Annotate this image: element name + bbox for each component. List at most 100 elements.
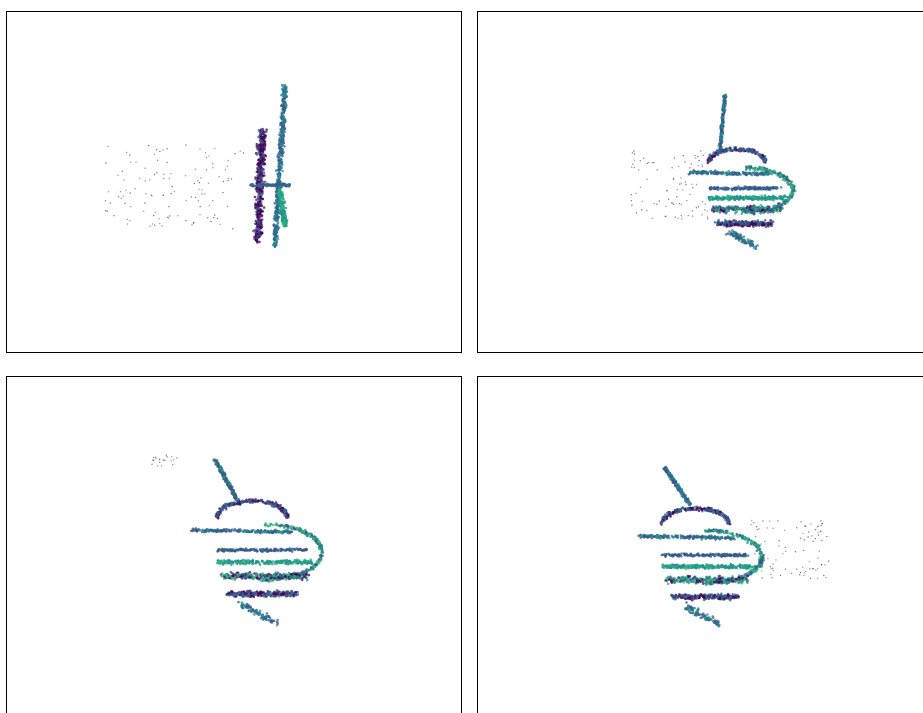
point <box>692 210 693 211</box>
point <box>301 549 304 552</box>
point <box>262 198 265 201</box>
point <box>122 171 123 172</box>
point <box>758 196 761 199</box>
point <box>149 226 150 227</box>
point <box>272 224 275 227</box>
point <box>256 187 259 190</box>
point <box>734 199 737 202</box>
point <box>278 168 281 171</box>
point <box>716 186 719 189</box>
point <box>201 193 202 194</box>
point <box>723 110 726 113</box>
point <box>257 190 260 193</box>
point <box>159 462 160 463</box>
point <box>208 183 209 184</box>
point <box>239 549 242 552</box>
point <box>698 160 699 161</box>
point <box>712 155 715 158</box>
point <box>258 241 261 244</box>
point <box>164 460 165 461</box>
point <box>751 152 754 155</box>
point <box>721 113 724 116</box>
point <box>261 218 264 221</box>
point <box>105 210 106 211</box>
point <box>171 193 172 194</box>
point <box>742 240 745 243</box>
point <box>759 169 762 172</box>
point <box>121 198 122 199</box>
point <box>254 178 257 181</box>
point <box>257 210 260 213</box>
point <box>283 142 286 145</box>
point <box>302 530 305 533</box>
point <box>656 204 657 205</box>
point <box>640 160 641 161</box>
point <box>213 217 214 218</box>
point <box>258 562 261 565</box>
point <box>694 155 695 156</box>
point <box>717 188 720 191</box>
point <box>643 158 644 159</box>
point <box>743 235 746 238</box>
point <box>185 220 186 221</box>
point <box>721 171 724 174</box>
point <box>162 149 163 150</box>
point <box>265 549 268 552</box>
point <box>123 180 124 181</box>
point <box>166 162 167 163</box>
point <box>739 150 742 153</box>
point <box>117 175 118 176</box>
point <box>276 219 279 222</box>
point <box>746 166 749 169</box>
point <box>790 181 793 184</box>
point <box>726 173 729 176</box>
point <box>732 173 735 176</box>
point <box>248 549 251 552</box>
point <box>176 457 177 458</box>
point <box>260 175 263 178</box>
point <box>259 157 262 160</box>
point <box>281 194 284 197</box>
point <box>774 209 777 212</box>
point <box>653 162 654 163</box>
point <box>260 202 263 205</box>
point <box>675 217 676 218</box>
point <box>735 233 738 236</box>
point <box>274 242 277 245</box>
point <box>666 190 667 191</box>
point <box>207 217 208 218</box>
point <box>130 162 131 163</box>
point <box>205 152 206 153</box>
point <box>282 560 285 563</box>
point <box>745 174 748 177</box>
point <box>191 196 192 197</box>
point <box>218 548 221 551</box>
point <box>681 218 682 219</box>
point <box>261 214 264 217</box>
point <box>262 548 265 551</box>
point <box>290 531 293 534</box>
point <box>731 149 734 152</box>
point <box>689 194 690 195</box>
point <box>693 170 696 173</box>
point <box>276 183 279 186</box>
point <box>218 176 219 177</box>
point <box>167 148 168 149</box>
point <box>772 195 775 198</box>
point <box>767 171 770 174</box>
point <box>280 94 283 97</box>
point <box>767 197 770 200</box>
point <box>734 205 737 208</box>
point <box>234 153 235 154</box>
point <box>163 459 164 460</box>
point <box>108 191 109 192</box>
point <box>758 186 761 189</box>
point <box>289 547 292 550</box>
point <box>255 239 258 242</box>
point <box>783 174 786 177</box>
point <box>258 129 261 132</box>
point <box>305 548 308 551</box>
point <box>245 499 248 502</box>
point <box>166 454 167 455</box>
point <box>631 204 632 205</box>
